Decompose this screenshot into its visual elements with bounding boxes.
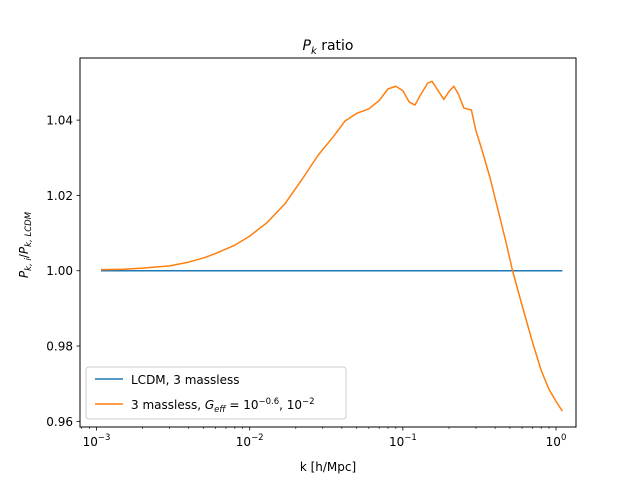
plot-series (101, 80, 564, 412)
chart-title-main: P (303, 38, 312, 54)
x-tick-label: 10−1 (389, 433, 417, 449)
x-tick-exponent: −1 (404, 433, 417, 443)
series-line-1 (101, 80, 564, 412)
legend-geff-e2: −2 (302, 397, 315, 407)
y-tick-label: 1.04 (46, 114, 73, 128)
x-tick-label: 10−3 (83, 433, 111, 449)
x-tick-base: 10 (83, 435, 98, 449)
y-axis-label: Pk, i/Pk, LCDM (17, 211, 34, 278)
legend-label-geff: 3 massless, Geff = 10−0.6, 10−2 (131, 397, 315, 415)
y-tick-label: 0.96 (46, 415, 73, 429)
y-label-p1: P (17, 270, 31, 278)
x-tick-label: 10−2 (236, 433, 264, 449)
chart-title-rest: ratio (317, 38, 354, 54)
legend-geff-e1: −0.6 (259, 397, 280, 407)
chart-title-sub: k (311, 46, 318, 57)
legend-label-lcdm: LCDM, 3 massless (131, 373, 240, 387)
x-tick-base: 10 (546, 435, 561, 449)
y-tick-label: 0.98 (46, 340, 73, 354)
x-tick-exponent: 0 (561, 433, 566, 443)
legend-geff-gsub: eff (214, 405, 226, 415)
y-tick-label: 1.02 (46, 189, 73, 203)
x-tick-label: 100 (546, 433, 567, 449)
legend-geff-a: 3 massless, (131, 398, 205, 412)
x-tick-base: 10 (236, 435, 251, 449)
y-label-p2: P (17, 246, 31, 254)
plot-frame (79, 57, 577, 428)
x-tick-exponent: −2 (251, 433, 264, 443)
legend-geff-eq: = 10 (226, 398, 259, 412)
legend-geff-mid: , 10 (279, 398, 302, 412)
x-tick-exponent: −3 (98, 433, 111, 443)
y-label-sub1: k, i (24, 257, 34, 270)
x-axis: 10−3 10−2 10−1 100 (81, 427, 567, 449)
legend-box (85, 366, 347, 420)
y-tick-label: 1.00 (46, 264, 73, 278)
chart-title: Pk ratio (303, 38, 354, 57)
x-axis-label: k [h/Mpc] (300, 460, 356, 474)
y-axis: 0.96 0.98 1.00 1.02 1.04 (46, 114, 80, 429)
legend-geff-g: G (205, 398, 214, 412)
legend: LCDM, 3 massless 3 massless, Geff = 10−0… (85, 366, 347, 420)
y-label-sub2: k, LCDM (24, 211, 34, 247)
x-tick-base: 10 (389, 435, 404, 449)
y-label-slash: / (17, 253, 31, 258)
